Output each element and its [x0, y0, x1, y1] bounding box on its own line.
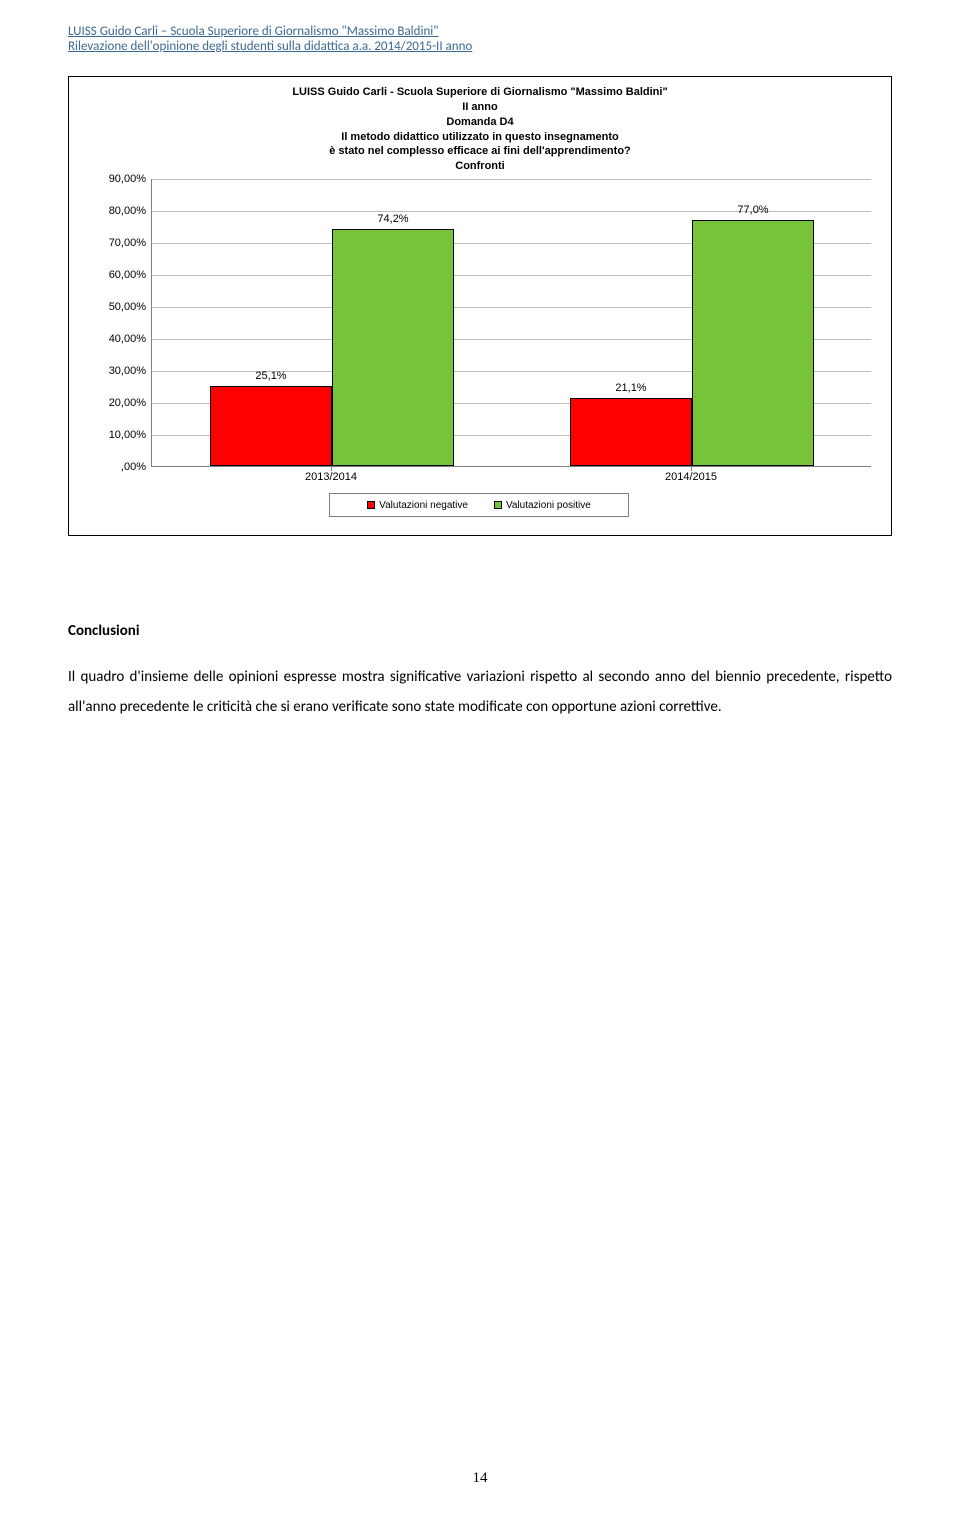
legend-item-negative: Valutazioni negative [367, 500, 468, 511]
bar-label-positive: 74,2% [377, 213, 408, 225]
gridline [152, 179, 871, 180]
header-line-2: Rilevazione dell'opinione degli studenti… [68, 39, 892, 54]
plot-area: 25,1% 74,2% 21,1% 77,0% [151, 179, 871, 467]
legend-item-positive: Valutazioni positive [494, 500, 591, 511]
legend-label-negative: Valutazioni negative [379, 500, 468, 511]
y-tick-label: 20,00% [86, 397, 146, 409]
bar-label-negative: 25,1% [255, 370, 286, 382]
conclusions-body: Il quadro d'insieme delle opinioni espre… [68, 662, 892, 722]
legend: Valutazioni negative Valutazioni positiv… [329, 493, 629, 517]
bar-label-positive: 77,0% [737, 204, 768, 216]
y-tick-label: ,00% [86, 461, 146, 473]
y-tick-label: 70,00% [86, 237, 146, 249]
y-tick-label: 60,00% [86, 269, 146, 281]
y-tick-label: 80,00% [86, 205, 146, 217]
chart-title: LUISS Guido Carli - Scuola Superiore di … [69, 77, 891, 174]
chart-title-l3: Domanda D4 [69, 115, 891, 130]
legend-swatch-positive [494, 501, 502, 509]
x-tick-mark [331, 467, 332, 471]
chart-title-l5: è stato nel complesso efficace ai fini d… [69, 144, 891, 159]
x-tick-label: 2014/2015 [665, 471, 717, 483]
y-tick-label: 50,00% [86, 301, 146, 313]
y-tick-label: 10,00% [86, 429, 146, 441]
y-tick-label: 30,00% [86, 365, 146, 377]
bar-negative [570, 398, 692, 466]
legend-swatch-negative [367, 501, 375, 509]
y-tick-label: 90,00% [86, 173, 146, 185]
y-tick-label: 40,00% [86, 333, 146, 345]
legend-label-positive: Valutazioni positive [506, 500, 591, 511]
bar-positive [692, 220, 814, 466]
header-line-1: LUISS Guido Carli – Scuola Superiore di … [68, 24, 892, 39]
chart-title-l4: Il metodo didattico utilizzato in questo… [69, 130, 891, 145]
chart-container: LUISS Guido Carli - Scuola Superiore di … [68, 76, 892, 536]
chart-title-l6: Confronti [69, 159, 891, 174]
bar-positive [332, 229, 454, 466]
bar-negative [210, 386, 332, 466]
x-tick-label: 2013/2014 [305, 471, 357, 483]
page-number: 14 [0, 1470, 960, 1487]
chart-title-l2: II anno [69, 100, 891, 115]
chart-title-l1: LUISS Guido Carli - Scuola Superiore di … [69, 85, 891, 100]
x-tick-mark [691, 467, 692, 471]
conclusions-heading: Conclusioni [68, 622, 892, 640]
bar-label-negative: 21,1% [615, 382, 646, 394]
